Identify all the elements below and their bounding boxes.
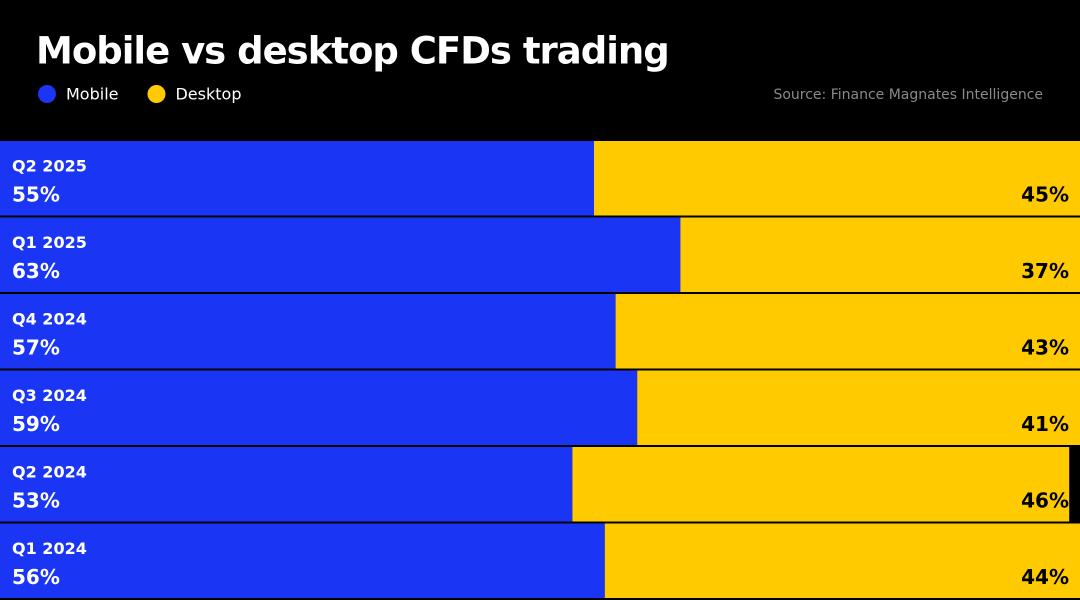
bar-segment xyxy=(0,447,573,522)
bar-segment xyxy=(594,141,1080,216)
category-label: Q1 2025 xyxy=(12,233,87,252)
value-label: 46% xyxy=(1021,489,1069,513)
value-label: 56% xyxy=(12,565,60,589)
value-label: 63% xyxy=(12,259,60,283)
bar-segment xyxy=(637,370,1080,445)
category-label: Q1 2024 xyxy=(12,539,87,558)
bar-segment xyxy=(0,141,594,216)
legend-label: Mobile xyxy=(66,85,118,104)
value-label: 57% xyxy=(12,336,60,360)
value-label: 55% xyxy=(12,183,60,207)
category-label: Q3 2024 xyxy=(12,386,87,405)
value-label: 43% xyxy=(1021,336,1069,360)
bar-segment xyxy=(0,523,605,598)
value-label: 44% xyxy=(1021,565,1069,589)
chart-title: Mobile vs desktop CFDs trading xyxy=(36,30,669,73)
value-label: 45% xyxy=(1021,183,1069,207)
bar-segment xyxy=(0,217,681,292)
bar-segment xyxy=(615,294,1080,369)
category-label: Q2 2024 xyxy=(12,463,87,482)
value-label: 41% xyxy=(1021,412,1069,436)
category-label: Q4 2024 xyxy=(12,310,87,329)
legend-marker xyxy=(147,85,166,103)
bar-segment xyxy=(604,523,1080,598)
value-label: 59% xyxy=(12,412,60,436)
value-label: 37% xyxy=(1021,259,1069,283)
source: Source: Finance Magnates Intelligence xyxy=(773,87,1043,103)
legend-marker xyxy=(38,85,56,103)
bar-segment xyxy=(680,217,1080,292)
value-label: 53% xyxy=(12,489,60,513)
legend-label: Desktop xyxy=(175,85,241,104)
category-label: Q2 2025 xyxy=(12,157,87,176)
bar-segment xyxy=(0,294,616,369)
bar-segment xyxy=(572,447,1070,522)
bar-segment xyxy=(0,370,638,445)
